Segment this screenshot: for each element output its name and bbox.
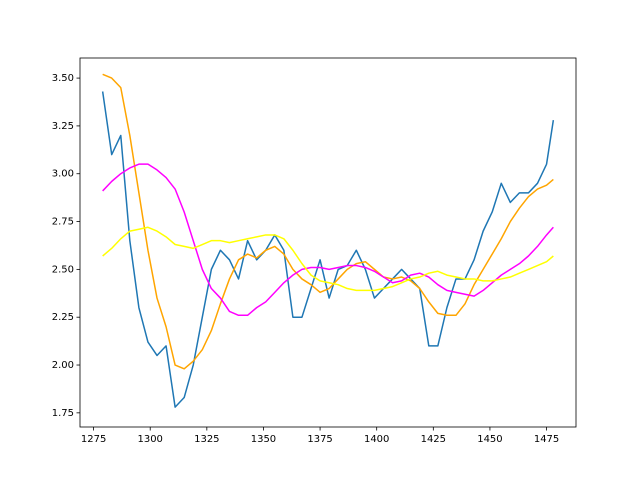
y-tick-label: 1.75 (52, 408, 74, 419)
y-tick-label: 3.00 (52, 169, 74, 180)
y-tick-label: 3.50 (52, 73, 74, 84)
y-tick-label: 3.25 (52, 121, 74, 132)
line-series (102, 163, 554, 317)
line-series (102, 73, 554, 370)
line-series (102, 226, 554, 292)
plot-frame (79, 57, 577, 428)
x-tick-label: 1300 (137, 434, 162, 445)
x-tick-label: 1275 (81, 434, 106, 445)
x-tick-label: 1425 (421, 434, 446, 445)
y-tick-label: 2.00 (52, 360, 74, 371)
x-tick-label: 1475 (534, 434, 559, 445)
x-tick-label: 1450 (477, 434, 502, 445)
x-tick-label: 1350 (251, 434, 276, 445)
x-tick-label: 1325 (194, 434, 219, 445)
y-tick-label: 2.50 (52, 264, 74, 275)
y-tick-label: 2.25 (52, 312, 74, 323)
x-tick-label: 1400 (364, 434, 389, 445)
line-series (101, 91, 555, 408)
y-tick-label: 2.75 (52, 217, 74, 228)
x-tick-label: 1375 (307, 434, 332, 445)
